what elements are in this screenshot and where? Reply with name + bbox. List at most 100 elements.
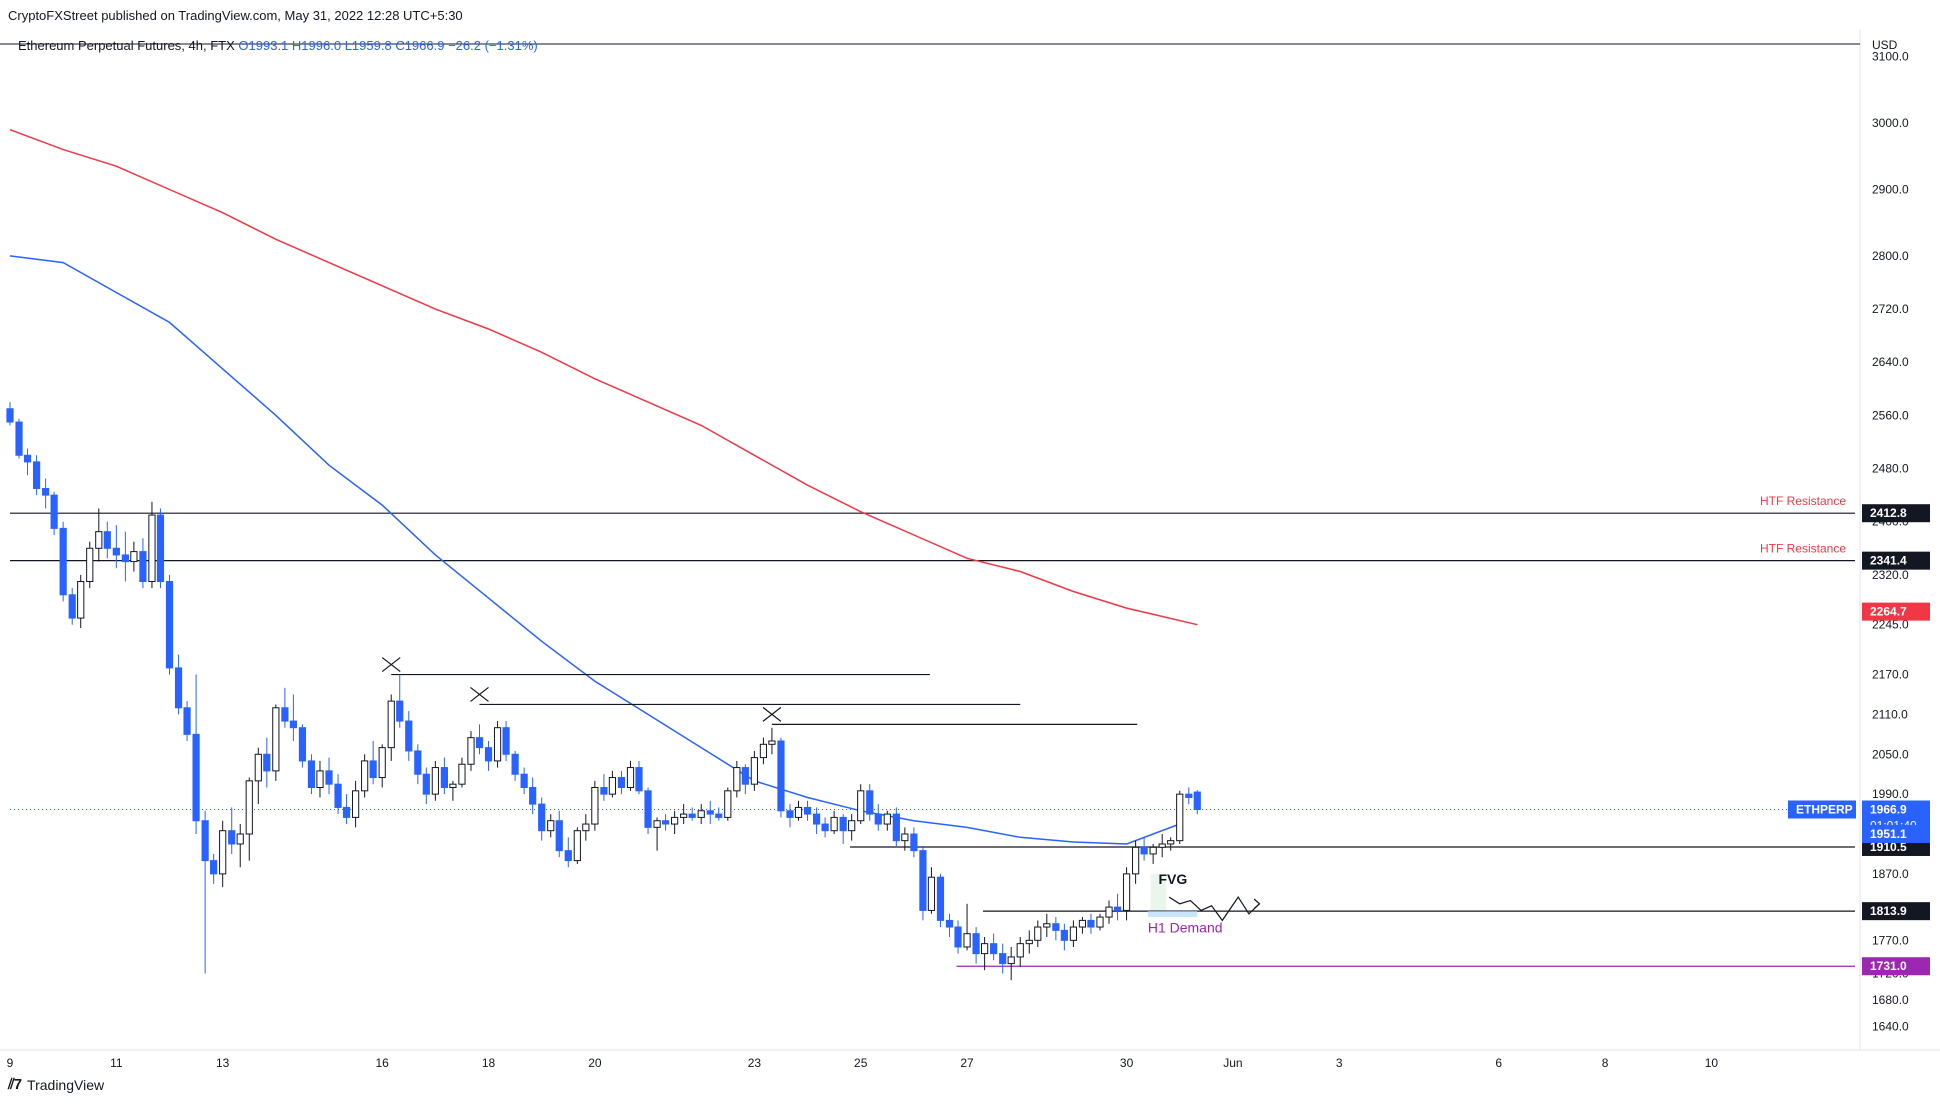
- demand-label: H1 Demand: [1148, 919, 1223, 935]
- candle: [130, 551, 138, 563]
- candle: [741, 767, 749, 785]
- candle: [148, 514, 156, 583]
- level-label: HTF Resistance: [1760, 494, 1846, 508]
- candle: [945, 919, 954, 928]
- candle: [547, 820, 555, 832]
- y-tick-label: 2640.0: [1872, 355, 1909, 369]
- level-badge-text: 1813.9: [1870, 904, 1907, 918]
- candle: [1176, 793, 1184, 842]
- candle: [236, 833, 244, 845]
- candle: [1034, 926, 1042, 941]
- candle: [68, 594, 76, 619]
- ema-red-badge-text: 2264.7: [1870, 605, 1907, 619]
- candle: [405, 720, 413, 752]
- swing-cross-icon: [470, 686, 489, 702]
- candle: [316, 770, 324, 789]
- x-tick-label: 16: [376, 1056, 390, 1070]
- candle: [1096, 916, 1104, 928]
- candle: [954, 926, 962, 948]
- candle: [910, 833, 918, 852]
- candle: [361, 760, 369, 792]
- candle: [228, 830, 236, 845]
- candle: [467, 737, 475, 765]
- candles: [6, 402, 1201, 981]
- candle: [830, 816, 838, 832]
- candle: [183, 707, 191, 735]
- x-tick-label: 9: [7, 1056, 14, 1070]
- candle: [582, 823, 590, 832]
- y-tick-label: 2170.0: [1872, 668, 1909, 682]
- candle: [210, 860, 218, 875]
- candle: [600, 787, 608, 795]
- y-tick-label: 2800.0: [1872, 249, 1909, 263]
- candle: [520, 773, 528, 788]
- candle: [387, 700, 395, 749]
- candle: [1007, 956, 1015, 965]
- level-badge-text: 2341.4: [1870, 554, 1907, 568]
- x-tick-label: 23: [748, 1056, 762, 1070]
- y-tick-label: 1870.0: [1872, 867, 1909, 881]
- candle: [15, 421, 23, 456]
- candle: [733, 767, 741, 792]
- tradingview-logo-icon: ⫽7: [8, 1076, 22, 1093]
- level-badge: [1862, 902, 1930, 921]
- candle: [936, 876, 945, 921]
- candle: [990, 943, 998, 955]
- candle: [706, 810, 714, 815]
- candle: [715, 813, 723, 818]
- candle: [538, 803, 546, 832]
- candle: [999, 953, 1007, 965]
- candle: [77, 581, 85, 619]
- candle: [1060, 929, 1068, 941]
- x-tick-label: 10: [1705, 1056, 1719, 1070]
- candle: [192, 733, 200, 822]
- candle: [1193, 791, 1201, 810]
- ema-blue-badge: [1862, 824, 1930, 843]
- candle: [263, 753, 271, 772]
- candle: [1149, 846, 1157, 855]
- level-badge-text: 2412.8: [1870, 506, 1907, 520]
- candle: [219, 830, 227, 875]
- candle: [50, 494, 58, 529]
- footer-branding[interactable]: ⫽7 TradingView: [8, 1076, 104, 1093]
- candle: [484, 747, 493, 762]
- candle: [1069, 926, 1078, 941]
- legend-low: L1959.8: [344, 38, 392, 53]
- candle: [661, 820, 670, 825]
- candle: [1122, 873, 1131, 911]
- y-tick-label: 3100.0: [1872, 50, 1909, 64]
- candle: [768, 740, 776, 745]
- candle: [245, 780, 253, 835]
- level-label: HTF Resistance: [1760, 542, 1846, 556]
- candle: [963, 933, 971, 948]
- x-axis-ticks: 9 11 13 16 18 20 23 25 27 30 Jun 3 6 8 10: [7, 1056, 1719, 1070]
- x-tick-label: 18: [482, 1056, 496, 1070]
- legend-change: −26.2 (−1.31%): [448, 38, 538, 53]
- candle: [458, 763, 466, 785]
- candle: [121, 554, 129, 563]
- legend-close: C1966.9: [395, 38, 445, 53]
- candle: [289, 720, 297, 729]
- candle: [688, 813, 696, 818]
- symbol-badge-text: ETHPERP: [1796, 802, 1853, 816]
- candle: [1016, 943, 1024, 958]
- y-tick-label: 1990.0: [1872, 787, 1909, 801]
- publish-header: CryptoFXStreet published on TradingView.…: [8, 8, 463, 23]
- y-tick-label: 2560.0: [1872, 408, 1909, 422]
- x-tick-label: 20: [588, 1056, 602, 1070]
- candle: [812, 813, 821, 825]
- candle: [378, 747, 386, 779]
- candle: [1132, 846, 1140, 875]
- candle: [617, 777, 626, 789]
- candle: [1185, 793, 1193, 798]
- candle: [555, 820, 563, 852]
- x-tick-label: 11: [110, 1056, 123, 1070]
- candle: [449, 783, 457, 788]
- legend-high: H1996.0: [291, 38, 342, 53]
- candle: [307, 760, 316, 789]
- legend-open: O1993.1: [238, 38, 289, 53]
- level-badge-text: 1910.5: [1870, 840, 1907, 854]
- candle: [777, 740, 785, 812]
- level-badge: [1862, 957, 1930, 976]
